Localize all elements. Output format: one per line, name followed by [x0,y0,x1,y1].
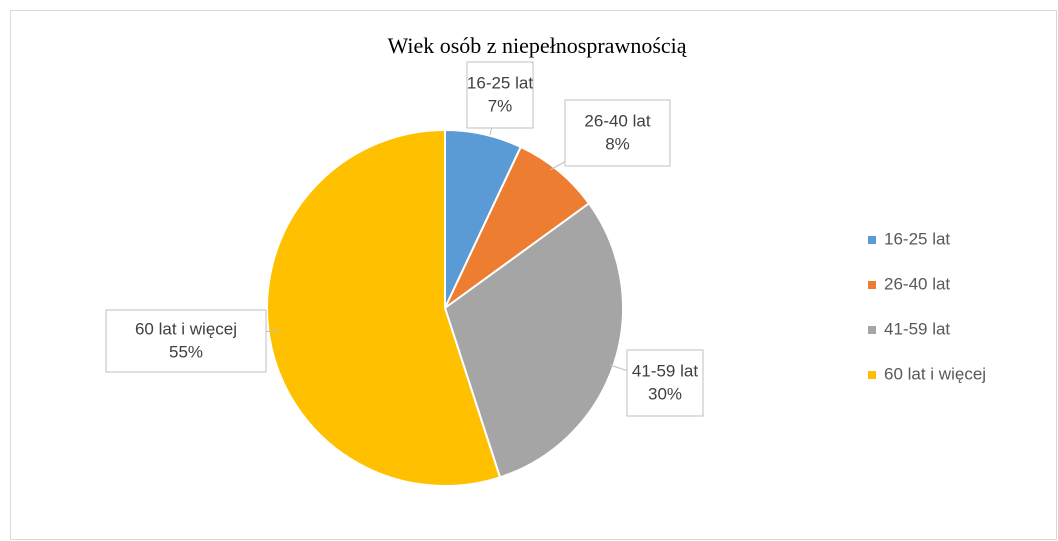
data-label: 7% [488,96,513,115]
callout-box [564,99,671,167]
legend-marker [868,326,876,334]
chart-title: Wiek osób z niepełnosprawnością [387,33,686,58]
legend-label: 26-40 lat [884,274,950,293]
data-label-category: 16-25 lat [467,73,533,92]
callout-box [105,309,267,373]
legend-marker [868,236,876,244]
data-label-category: 60 lat i więcej [135,319,237,338]
legend-label: 60 lat i więcej [884,364,986,383]
data-label-category: 41-59 lat [632,361,698,380]
legend-marker [868,371,876,379]
pie-slice [266,128,502,487]
data-label: 55% [169,342,203,361]
callout-box [466,61,534,129]
data-label-category: 26-40 lat [584,111,650,130]
legend-marker [868,281,876,289]
callout-box [626,349,704,417]
legend-label: 41-59 lat [884,319,950,338]
pie-slice [444,145,591,309]
data-label: 8% [605,134,630,153]
data-label: 30% [648,384,682,403]
pie-slice [443,201,624,479]
legend-label: 16-25 lat [884,229,950,248]
